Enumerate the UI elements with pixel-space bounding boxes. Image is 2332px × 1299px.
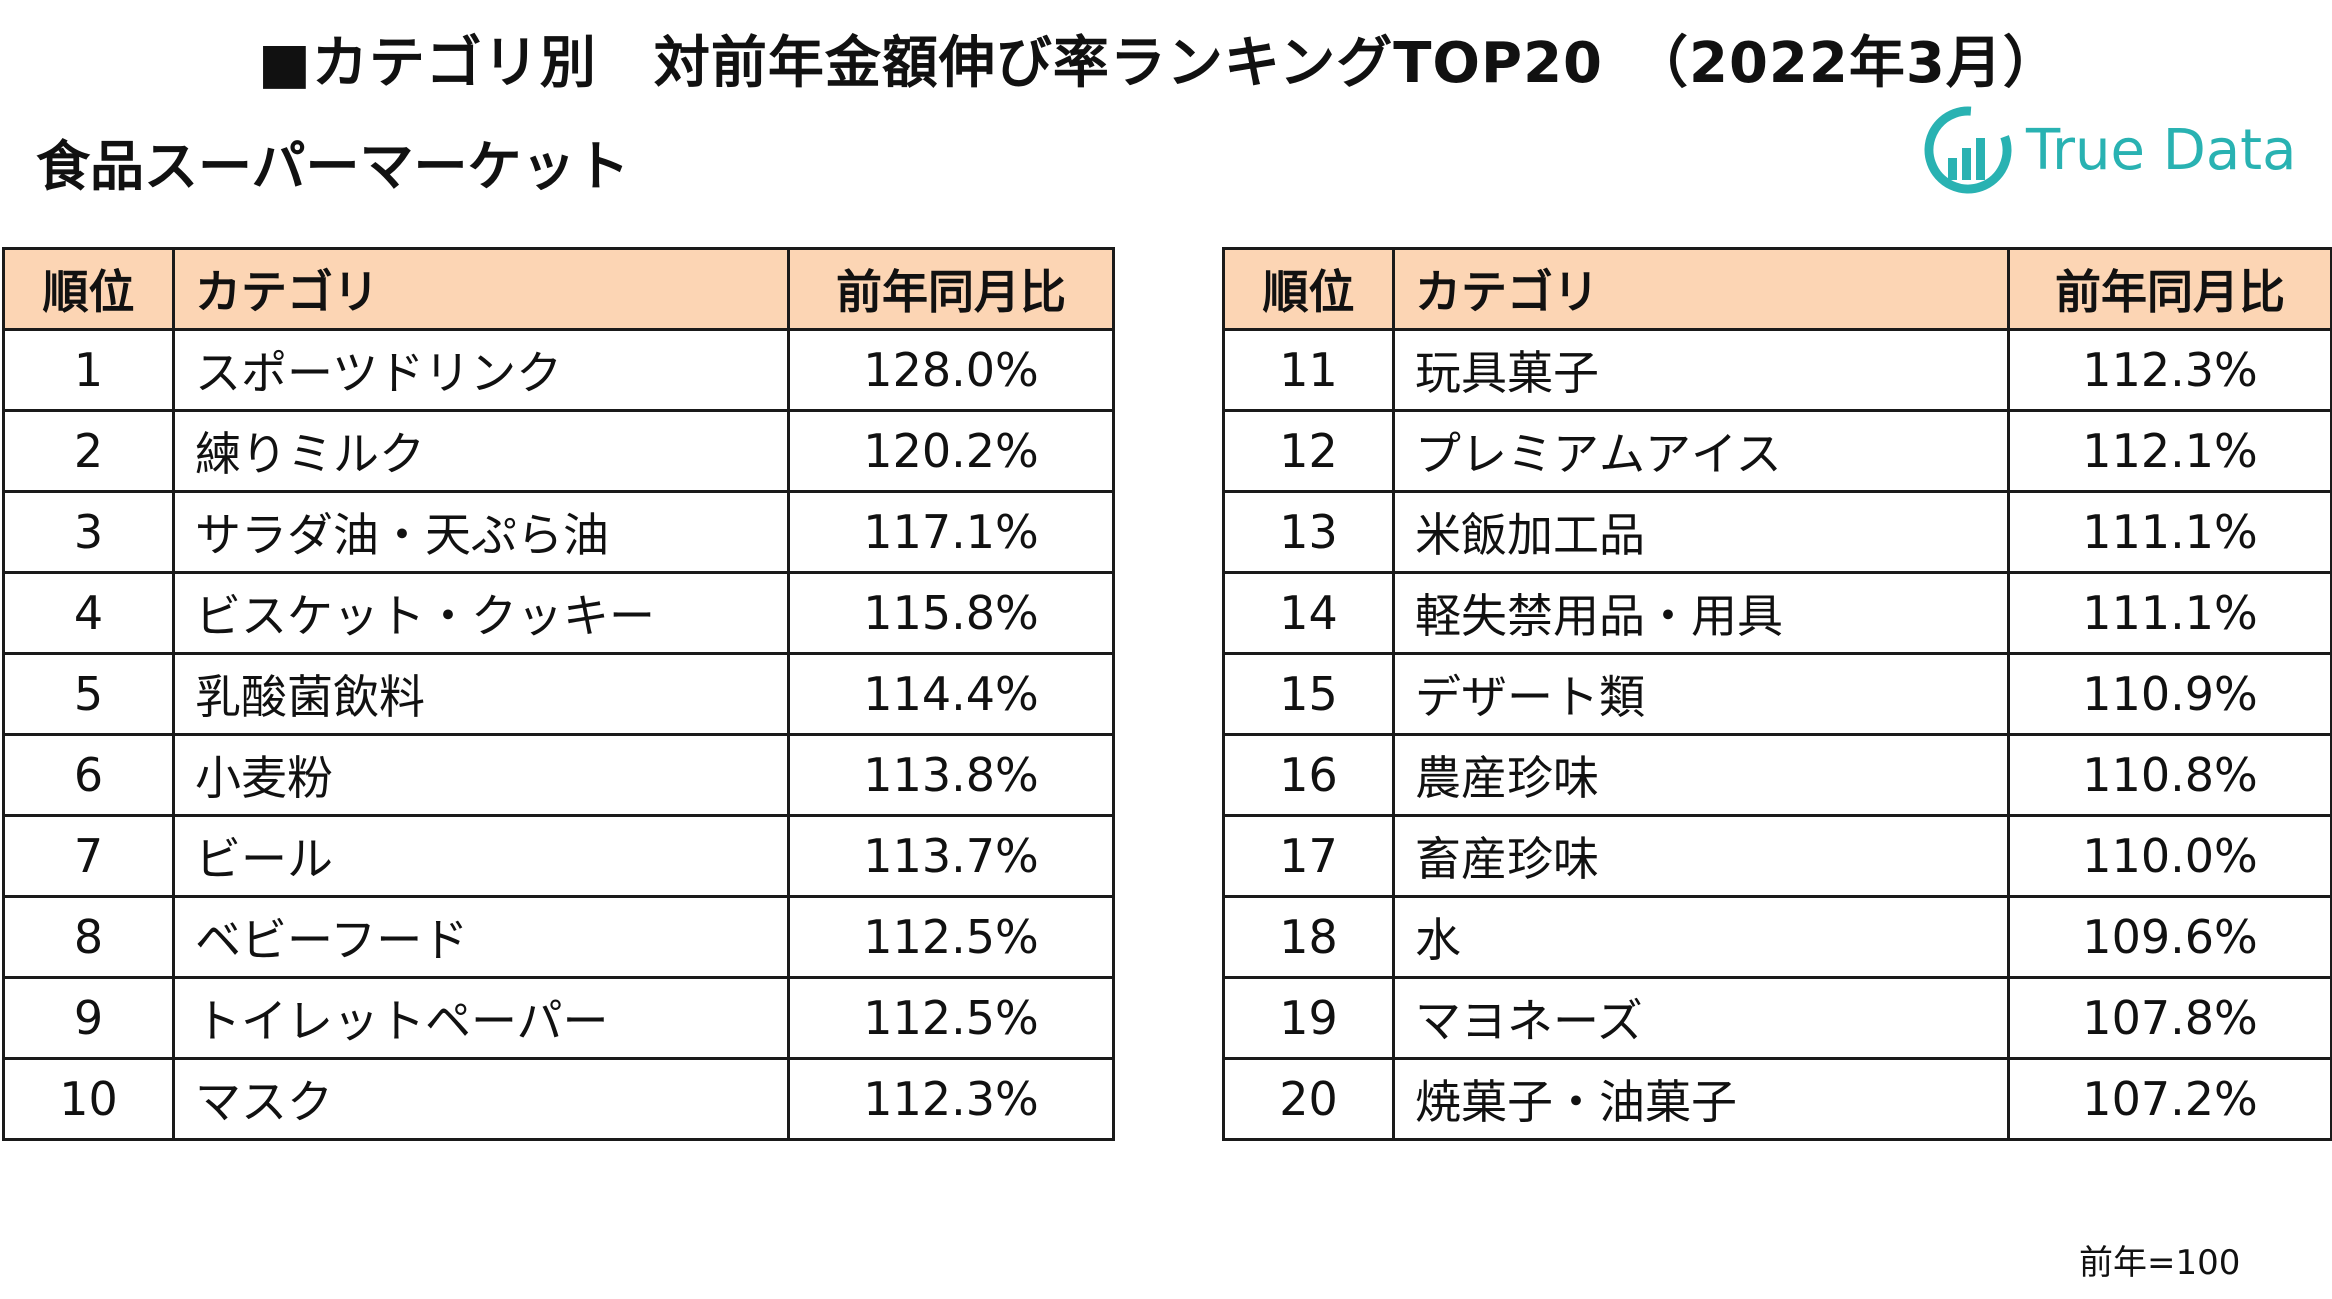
- rank-cell: 19: [1222, 976, 1395, 1060]
- category-cell: 農産珍味: [1392, 733, 2010, 817]
- rank-cell: 6: [2, 733, 175, 817]
- category-cell: マスク: [172, 1057, 790, 1141]
- category-cell: スポーツドリンク: [172, 328, 790, 412]
- table-row: 11 玩具菓子 112.3%: [1222, 328, 2332, 412]
- ratio-cell: 112.3%: [787, 1057, 1115, 1141]
- ratio-cell: 112.3%: [2007, 328, 2332, 412]
- category-cell: 玩具菓子: [1392, 328, 2010, 412]
- rank-cell: 20: [1222, 1057, 1395, 1141]
- ratio-cell: 107.2%: [2007, 1057, 2332, 1141]
- ratio-cell: 111.1%: [2007, 490, 2332, 574]
- table-row: 12 プレミアムアイス 112.1%: [1222, 409, 2332, 493]
- logo-text: True Data: [2026, 117, 2297, 183]
- rank-cell: 13: [1222, 490, 1395, 574]
- ratio-cell: 109.6%: [2007, 895, 2332, 979]
- ratio-cell: 112.1%: [2007, 409, 2332, 493]
- col-header-ratio: 前年同月比: [787, 247, 1115, 331]
- table-row: 18 水 109.6%: [1222, 895, 2332, 979]
- col-header-category: カテゴリ: [172, 247, 790, 331]
- table-row: 9 トイレットペーパー 112.5%: [2, 976, 1115, 1060]
- ratio-cell: 112.5%: [787, 895, 1115, 979]
- ratio-cell: 113.8%: [787, 733, 1115, 817]
- ratio-cell: 107.8%: [2007, 976, 2332, 1060]
- rank-cell: 17: [1222, 814, 1395, 898]
- category-cell: ビスケット・クッキー: [172, 571, 790, 655]
- table-header-row: 順位 カテゴリ 前年同月比: [1222, 247, 2332, 331]
- category-cell: デザート類: [1392, 652, 2010, 736]
- rank-cell: 14: [1222, 571, 1395, 655]
- category-cell: 焼菓子・油菓子: [1392, 1057, 2010, 1141]
- category-cell: ベビーフード: [172, 895, 790, 979]
- ratio-cell: 110.9%: [2007, 652, 2332, 736]
- rank-cell: 16: [1222, 733, 1395, 817]
- page-title: ■カテゴリ別 対前年金額伸び率ランキングTOP20 （2022年3月）: [258, 31, 2060, 96]
- col-header-rank: 順位: [2, 247, 175, 331]
- rank-cell: 18: [1222, 895, 1395, 979]
- table-row: 15 デザート類 110.9%: [1222, 652, 2332, 736]
- ranking-table-left: 順位 カテゴリ 前年同月比 1 スポーツドリンク 128.0% 2 練りミルク 120.2…: [2, 247, 1115, 1141]
- rank-cell: 1: [2, 328, 175, 412]
- category-cell: 小麦粉: [172, 733, 790, 817]
- col-header-rank: 順位: [1222, 247, 1395, 331]
- ratio-cell: 112.5%: [787, 976, 1115, 1060]
- table-row: 8 ベビーフード 112.5%: [2, 895, 1115, 979]
- rank-cell: 3: [2, 490, 175, 574]
- table-row: 10 マスク 112.3%: [2, 1057, 1115, 1141]
- truedata-logo-icon: [1924, 106, 2012, 194]
- ratio-cell: 111.1%: [2007, 571, 2332, 655]
- category-cell: ビール: [172, 814, 790, 898]
- ratio-cell: 128.0%: [787, 328, 1115, 412]
- table-row: 14 軽失禁用品・用具 111.1%: [1222, 571, 2332, 655]
- rank-cell: 10: [2, 1057, 175, 1141]
- category-cell: 水: [1392, 895, 2010, 979]
- rank-cell: 7: [2, 814, 175, 898]
- rank-cell: 9: [2, 976, 175, 1060]
- table-row: 6 小麦粉 113.8%: [2, 733, 1115, 817]
- table-row: 5 乳酸菌飲料 114.4%: [2, 652, 1115, 736]
- rank-cell: 12: [1222, 409, 1395, 493]
- table-row: 4 ビスケット・クッキー 115.8%: [2, 571, 1115, 655]
- table-row: 13 米飯加工品 111.1%: [1222, 490, 2332, 574]
- ratio-cell: 113.7%: [787, 814, 1115, 898]
- rank-cell: 5: [2, 652, 175, 736]
- category-cell: 米飯加工品: [1392, 490, 2010, 574]
- table-row: 2 練りミルク 120.2%: [2, 409, 1115, 493]
- ratio-cell: 110.0%: [2007, 814, 2332, 898]
- table-row: 1 スポーツドリンク 128.0%: [2, 328, 1115, 412]
- table-row: 7 ビール 113.7%: [2, 814, 1115, 898]
- category-cell: 軽失禁用品・用具: [1392, 571, 2010, 655]
- truedata-logo: True Data: [1922, 104, 2296, 196]
- table-row: 20 焼菓子・油菓子 107.2%: [1222, 1057, 2332, 1141]
- col-header-category: カテゴリ: [1392, 247, 2010, 331]
- category-cell: 乳酸菌飲料: [172, 652, 790, 736]
- category-cell: トイレットペーパー: [172, 976, 790, 1060]
- footnote: 前年=100: [2079, 1243, 2241, 1283]
- category-cell: マヨネーズ: [1392, 976, 2010, 1060]
- table-row: 17 畜産珍味 110.0%: [1222, 814, 2332, 898]
- ratio-cell: 115.8%: [787, 571, 1115, 655]
- rank-cell: 2: [2, 409, 175, 493]
- category-cell: サラダ油・天ぷら油: [172, 490, 790, 574]
- col-header-ratio: 前年同月比: [2007, 247, 2332, 331]
- rank-cell: 11: [1222, 328, 1395, 412]
- category-cell: プレミアムアイス: [1392, 409, 2010, 493]
- category-cell: 練りミルク: [172, 409, 790, 493]
- rank-cell: 15: [1222, 652, 1395, 736]
- ratio-cell: 117.1%: [787, 490, 1115, 574]
- table-row: 3 サラダ油・天ぷら油 117.1%: [2, 490, 1115, 574]
- page-subtitle: 食品スーパーマーケット: [36, 135, 630, 198]
- table-row: 19 マヨネーズ 107.8%: [1222, 976, 2332, 1060]
- category-cell: 畜産珍味: [1392, 814, 2010, 898]
- ranking-table-right: 順位 カテゴリ 前年同月比 11 玩具菓子 112.3% 12 プレミアムアイス 112.…: [1222, 247, 2332, 1141]
- rank-cell: 8: [2, 895, 175, 979]
- ratio-cell: 114.4%: [787, 652, 1115, 736]
- table-header-row: 順位 カテゴリ 前年同月比: [2, 247, 1115, 331]
- ratio-cell: 120.2%: [787, 409, 1115, 493]
- table-row: 16 農産珍味 110.8%: [1222, 733, 2332, 817]
- rank-cell: 4: [2, 571, 175, 655]
- ratio-cell: 110.8%: [2007, 733, 2332, 817]
